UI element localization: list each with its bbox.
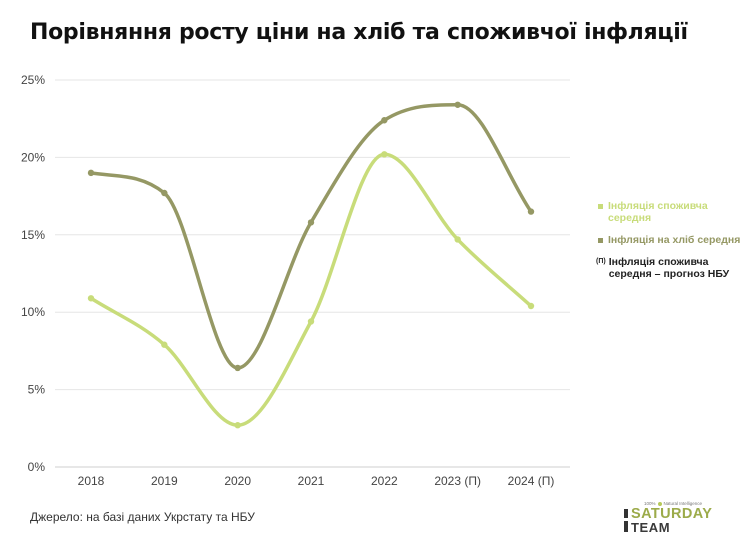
logo-tagline: 100% Natural Intelligence bbox=[644, 501, 702, 506]
logo-dot-icon bbox=[657, 501, 662, 506]
chart-title: Порівняння росту ціни на хліб та споживч… bbox=[30, 20, 688, 45]
series-consumer-inflation-point bbox=[87, 295, 95, 302]
y-tick-label: 20% bbox=[21, 150, 45, 164]
series-lines bbox=[87, 101, 535, 429]
x-tick-label: 2023 (П) bbox=[434, 474, 481, 488]
logo-bar-icon bbox=[624, 521, 628, 532]
series-bread-inflation-point bbox=[527, 208, 535, 215]
logo-word-team: TEAM bbox=[631, 520, 671, 535]
y-tick-label: 10% bbox=[21, 305, 45, 319]
x-tick-label: 2020 bbox=[224, 474, 251, 488]
series-bread-inflation-line bbox=[89, 103, 533, 370]
y-tick-label: 5% bbox=[28, 383, 46, 397]
logo-bar-icon bbox=[624, 509, 628, 518]
series-bread-inflation-point bbox=[454, 101, 461, 108]
x-tick-label: 2021 bbox=[298, 474, 325, 488]
legend-label: Інфляція на хліб середня bbox=[608, 234, 741, 246]
series-bread-inflation-point bbox=[161, 189, 168, 197]
series-consumer-inflation-point bbox=[234, 422, 241, 429]
saturday-team-logo: 100% Natural Intelligence SATURDAY TEAM bbox=[624, 501, 724, 535]
x-tick-label: 2018 bbox=[78, 474, 105, 488]
legend-item-forecast: (П) Інфляція споживча середня – прогноз … bbox=[596, 256, 746, 280]
x-tick-label: 2019 bbox=[151, 474, 178, 488]
legend-label: Інфляція споживча середня bbox=[608, 200, 708, 224]
series-consumer-inflation-point bbox=[527, 302, 535, 310]
legend: Інфляція споживча середня Інфляція на хл… bbox=[596, 200, 746, 290]
series-bread-inflation-point bbox=[381, 117, 388, 124]
series-bread-inflation-point bbox=[307, 219, 315, 226]
x-tick-label: 2022 bbox=[371, 474, 398, 488]
y-tick-label: 15% bbox=[21, 228, 45, 242]
gridlines bbox=[55, 79, 570, 468]
series-consumer-inflation-point bbox=[454, 236, 461, 243]
series-bread-inflation-point bbox=[87, 169, 95, 177]
legend-forecast-marker: (П) bbox=[596, 258, 606, 265]
series-consumer-inflation-point bbox=[381, 151, 388, 158]
logo-tagline-left: 100% bbox=[644, 501, 656, 506]
y-tick-label: 25% bbox=[21, 73, 45, 87]
legend-label: Інфляція споживча середня – прогноз НБУ bbox=[608, 256, 730, 280]
series-consumer-inflation-point bbox=[307, 318, 315, 325]
series-consumer-inflation-point bbox=[161, 341, 168, 348]
legend-square-icon bbox=[596, 200, 605, 212]
logo-word-saturday: SATURDAY bbox=[631, 506, 713, 522]
logo-tagline-right: Natural Intelligence bbox=[663, 501, 703, 506]
source-note: Джерело: на базі даних Укрстату та НБУ bbox=[30, 510, 255, 524]
series-consumer-inflation-line bbox=[89, 152, 533, 427]
x-tick-label: 2024 (П) bbox=[508, 474, 555, 488]
series-bread-inflation-point bbox=[234, 364, 241, 372]
y-axis-ticks: 0% 5% 10% 15% 20% 25% bbox=[21, 73, 45, 474]
x-axis-ticks: 2018 2019 2020 2021 2022 2023 (П) 2024 (П) bbox=[78, 474, 555, 488]
y-tick-label: 0% bbox=[28, 460, 46, 474]
legend-item-bread-inflation: Інфляція на хліб середня bbox=[596, 234, 746, 246]
legend-square-icon bbox=[596, 234, 605, 246]
legend-item-consumer-inflation: Інфляція споживча середня bbox=[596, 200, 746, 224]
